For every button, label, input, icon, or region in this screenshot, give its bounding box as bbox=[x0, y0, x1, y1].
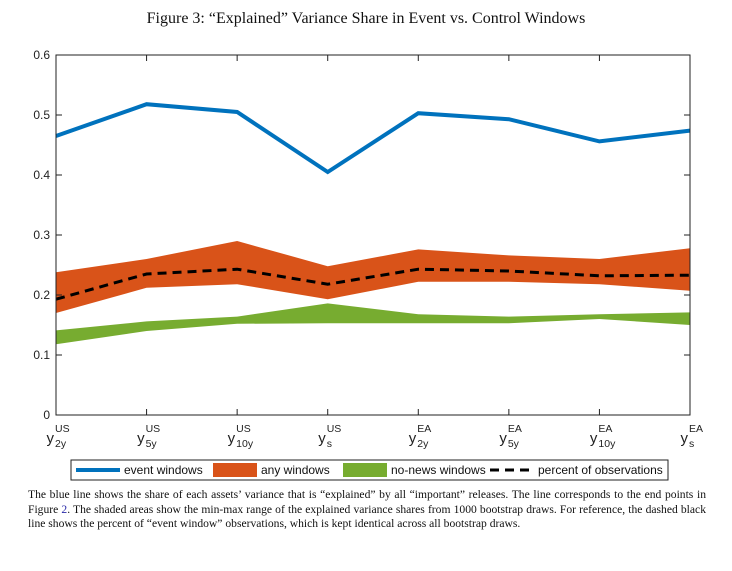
caption-figure-link[interactable]: 2 bbox=[61, 502, 68, 516]
caption-text-end: . The shaded areas show the min-max rang… bbox=[28, 502, 706, 531]
lines-layer bbox=[55, 102, 691, 301]
x-tick-label-base: y bbox=[409, 430, 417, 447]
y-tick-label: 0.1 bbox=[33, 348, 50, 362]
x-tick-label: yEA 10y bbox=[590, 423, 616, 450]
legend-item-percent-of-observations: percent of observations bbox=[490, 463, 663, 477]
x-tick-label-sub: s bbox=[689, 438, 694, 450]
x-tick-label-sub: 10y bbox=[598, 438, 616, 450]
x-tick-label-sub: 2y bbox=[417, 438, 429, 450]
x-tick-label: yEA 2y bbox=[409, 423, 432, 450]
x-tick-label: yEA s bbox=[681, 423, 704, 450]
band-no-news-windows bbox=[56, 303, 690, 345]
x-tick-label-sup: US bbox=[55, 423, 70, 435]
x-tick-label-base: y bbox=[228, 430, 236, 447]
x-tick-label-base: y bbox=[47, 430, 55, 447]
legend-label: no-news windows bbox=[391, 463, 486, 477]
legend-item-event-windows: event windows bbox=[76, 463, 203, 477]
x-tick-label: yUS 10y bbox=[228, 423, 254, 450]
y-tick-label: 0.5 bbox=[33, 108, 50, 122]
x-tick-label-sup: EA bbox=[417, 423, 431, 435]
legend-item-no-news-windows: no-news windows bbox=[343, 463, 486, 477]
x-tick-label-sub: 10y bbox=[236, 438, 254, 450]
x-tick-label: yUS 5y bbox=[137, 423, 160, 450]
caption-text-start: The blue line shows the share of each as… bbox=[28, 488, 706, 516]
y-tick-label: 0.3 bbox=[33, 228, 50, 242]
plot-frame bbox=[55, 54, 691, 416]
y-tick-label: 0 bbox=[43, 408, 50, 422]
x-tick-label-sub: 5y bbox=[146, 438, 158, 450]
x-tick-label-sup: EA bbox=[508, 423, 522, 435]
x-tick-label-sup: US bbox=[327, 423, 342, 435]
x-tick-label-sub: 5y bbox=[508, 438, 520, 450]
x-tick-label: yUS s bbox=[318, 423, 341, 450]
figure-caption: The blue line shows the share of each as… bbox=[28, 488, 706, 532]
y-axis: 0 0.1 0.2 0.3 0.4 0.5 0.6 bbox=[33, 48, 690, 422]
x-tick-label-base: y bbox=[318, 430, 326, 447]
y-tick-label: 0.6 bbox=[33, 48, 50, 62]
bands-layer bbox=[56, 241, 690, 345]
line-percent-of-observations bbox=[55, 267, 691, 301]
legend-label: event windows bbox=[124, 463, 203, 477]
x-tick-label-sup: EA bbox=[598, 423, 612, 435]
x-tick-label-sub: s bbox=[327, 438, 332, 450]
legend-label: any windows bbox=[261, 463, 330, 477]
legend: event windows any windows no-news windows p… bbox=[70, 459, 669, 481]
legend-label: percent of observations bbox=[538, 463, 663, 477]
x-tick-label-sup: EA bbox=[689, 423, 703, 435]
x-tick-label-base: y bbox=[137, 430, 145, 447]
x-tick-label-sup: US bbox=[146, 423, 161, 435]
legend-swatch bbox=[343, 463, 387, 477]
x-tick-label-sup: US bbox=[236, 423, 251, 435]
legend-swatch bbox=[213, 463, 257, 477]
x-tick-label-base: y bbox=[681, 430, 689, 447]
x-tick-label-sub: 2y bbox=[55, 438, 67, 450]
x-tick-label-base: y bbox=[499, 430, 507, 447]
figure-title: Figure 3: “Explained” Variance Share in … bbox=[146, 10, 586, 27]
line-event-windows bbox=[55, 102, 691, 175]
y-tick-label: 0.2 bbox=[33, 288, 50, 302]
y-tick-label: 0.4 bbox=[33, 168, 50, 182]
x-tick-label: yEA 5y bbox=[499, 423, 522, 450]
x-tick-label-base: y bbox=[590, 430, 598, 447]
legend-item-any-windows: any windows bbox=[213, 463, 330, 477]
x-tick-label: yUS 2y bbox=[47, 423, 70, 450]
